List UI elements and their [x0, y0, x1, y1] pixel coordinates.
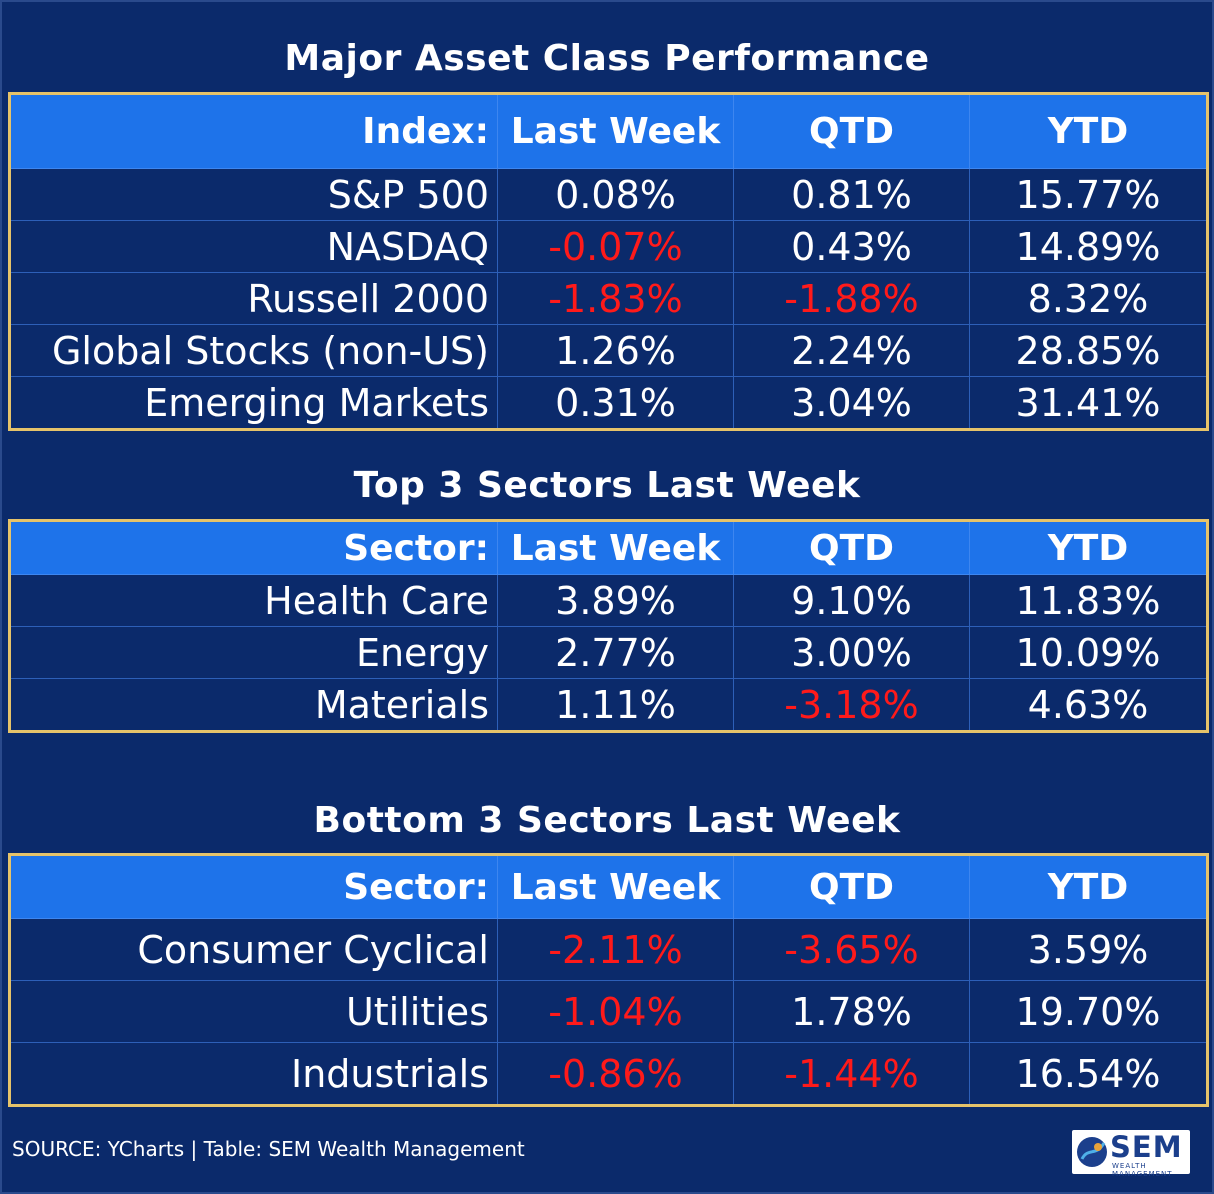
cell-last-week: -0.07%	[497, 220, 734, 273]
table-row: Health Care 3.89% 9.10% 11.83%	[9, 574, 1208, 627]
cell-qtd: 3.04%	[733, 376, 970, 430]
cell-ytd: 4.63%	[969, 678, 1208, 732]
performance-table: Sector: Last Week QTD YTD Health Care 3.…	[8, 519, 1209, 733]
table-row: Emerging Markets 0.31% 3.04% 31.41%	[9, 376, 1208, 430]
row-label: Global Stocks (non-US)	[9, 324, 498, 377]
header-label: Sector:	[9, 520, 498, 575]
cell-qtd: 1.78%	[733, 980, 970, 1043]
performance-table: Index: Last Week QTD YTD S&P 500 0.08% 0…	[8, 92, 1209, 431]
table-row: Russell 2000 -1.83% -1.88% 8.32%	[9, 272, 1208, 325]
header-ytd: YTD	[969, 854, 1208, 919]
cell-qtd: -3.65%	[733, 918, 970, 981]
row-label: Energy	[9, 626, 498, 679]
cell-last-week: 1.26%	[497, 324, 734, 377]
cell-qtd: -3.18%	[733, 678, 970, 732]
cell-last-week: 3.89%	[497, 574, 734, 627]
logo-text: SEM	[1110, 1130, 1183, 1164]
cell-qtd: -1.44%	[733, 1042, 970, 1106]
cell-ytd: 31.41%	[969, 376, 1208, 430]
header-label: Sector:	[9, 854, 498, 919]
row-label: Health Care	[9, 574, 498, 627]
row-label: Materials	[9, 678, 498, 732]
cell-ytd: 19.70%	[969, 980, 1208, 1043]
table-row: Energy 2.77% 3.00% 10.09%	[9, 626, 1208, 679]
row-label: Emerging Markets	[9, 376, 498, 430]
cell-last-week: 1.11%	[497, 678, 734, 732]
row-label: Utilities	[9, 980, 498, 1043]
header-qtd: QTD	[733, 93, 970, 169]
source-note: SOURCE: YCharts | Table: SEM Wealth Mana…	[12, 1137, 525, 1161]
cell-qtd: 0.43%	[733, 220, 970, 273]
table-title: Major Asset Class Performance	[284, 38, 930, 79]
header-ytd: YTD	[969, 93, 1208, 169]
cell-last-week: 0.31%	[497, 376, 734, 430]
header-last-week: Last Week	[497, 520, 734, 575]
row-label: Consumer Cyclical	[9, 918, 498, 981]
cell-qtd: -1.88%	[733, 272, 970, 325]
cell-ytd: 10.09%	[969, 626, 1208, 679]
cell-last-week: 2.77%	[497, 626, 734, 679]
row-label: Russell 2000	[9, 272, 498, 325]
table-row: Industrials -0.86% -1.44% 16.54%	[9, 1042, 1208, 1106]
cell-ytd: 16.54%	[969, 1042, 1208, 1106]
table-title: Bottom 3 Sectors Last Week	[313, 800, 901, 841]
cell-ytd: 14.89%	[969, 220, 1208, 273]
logo-subtext: WEALTH MANAGEMENT	[1112, 1162, 1173, 1178]
cell-qtd: 9.10%	[733, 574, 970, 627]
cell-last-week: -1.04%	[497, 980, 734, 1043]
performance-table: Sector: Last Week QTD YTD Consumer Cycli…	[8, 853, 1209, 1107]
table-row: S&P 500 0.08% 0.81% 15.77%	[9, 168, 1208, 221]
cell-ytd: 8.32%	[969, 272, 1208, 325]
cell-qtd: 0.81%	[733, 168, 970, 221]
header-last-week: Last Week	[497, 93, 734, 169]
cell-last-week: -2.11%	[497, 918, 734, 981]
table-row: Materials 1.11% -3.18% 4.63%	[9, 678, 1208, 732]
row-label: NASDAQ	[9, 220, 498, 273]
cell-last-week: 0.08%	[497, 168, 734, 221]
row-label: Industrials	[9, 1042, 498, 1106]
cell-last-week: -1.83%	[497, 272, 734, 325]
cell-ytd: 28.85%	[969, 324, 1208, 377]
sem-logo-icon	[1077, 1137, 1107, 1167]
cell-ytd: 11.83%	[969, 574, 1208, 627]
table-header-row: Sector: Last Week QTD YTD	[9, 854, 1208, 919]
header-last-week: Last Week	[497, 854, 734, 919]
cell-qtd: 2.24%	[733, 324, 970, 377]
row-label: S&P 500	[9, 168, 498, 221]
header-label: Index:	[9, 93, 498, 169]
table-row: Utilities -1.04% 1.78% 19.70%	[9, 980, 1208, 1043]
table-row: Consumer Cyclical -2.11% -3.65% 3.59%	[9, 918, 1208, 981]
header-qtd: QTD	[733, 854, 970, 919]
header-qtd: QTD	[733, 520, 970, 575]
sem-logo: SEM WEALTH MANAGEMENT	[1072, 1130, 1190, 1178]
table-row: NASDAQ -0.07% 0.43% 14.89%	[9, 220, 1208, 273]
table-header-row: Index: Last Week QTD YTD	[9, 93, 1208, 169]
cell-ytd: 3.59%	[969, 918, 1208, 981]
header-ytd: YTD	[969, 520, 1208, 575]
table-header-row: Sector: Last Week QTD YTD	[9, 520, 1208, 575]
cell-last-week: -0.86%	[497, 1042, 734, 1106]
cell-qtd: 3.00%	[733, 626, 970, 679]
table-row: Global Stocks (non-US) 1.26% 2.24% 28.85…	[9, 324, 1208, 377]
table-title: Top 3 Sectors Last Week	[353, 465, 861, 506]
cell-ytd: 15.77%	[969, 168, 1208, 221]
